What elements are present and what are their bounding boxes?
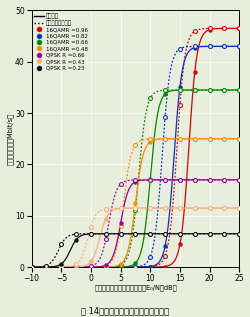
Legend: 実験特性, シミュレーション, 16QAMR =0.96, 16QAMR =0.82, 16QAMR =0.66, 16QAMR =0.48, QPSK R =: 実験特性, シミュレーション, 16QAMR =0.96, 16QAMR =0.… <box>34 13 88 71</box>
Text: 図 14　上りリンクスループット特性: 図 14 上りリンクスループット特性 <box>81 307 169 315</box>
Y-axis label: スループット（Mbit/s）: スループット（Mbit/s） <box>7 113 14 165</box>
X-axis label: 受信アンテナ当りの平均受信E₀/N（dB）: 受信アンテナ当りの平均受信E₀/N（dB） <box>94 284 176 291</box>
